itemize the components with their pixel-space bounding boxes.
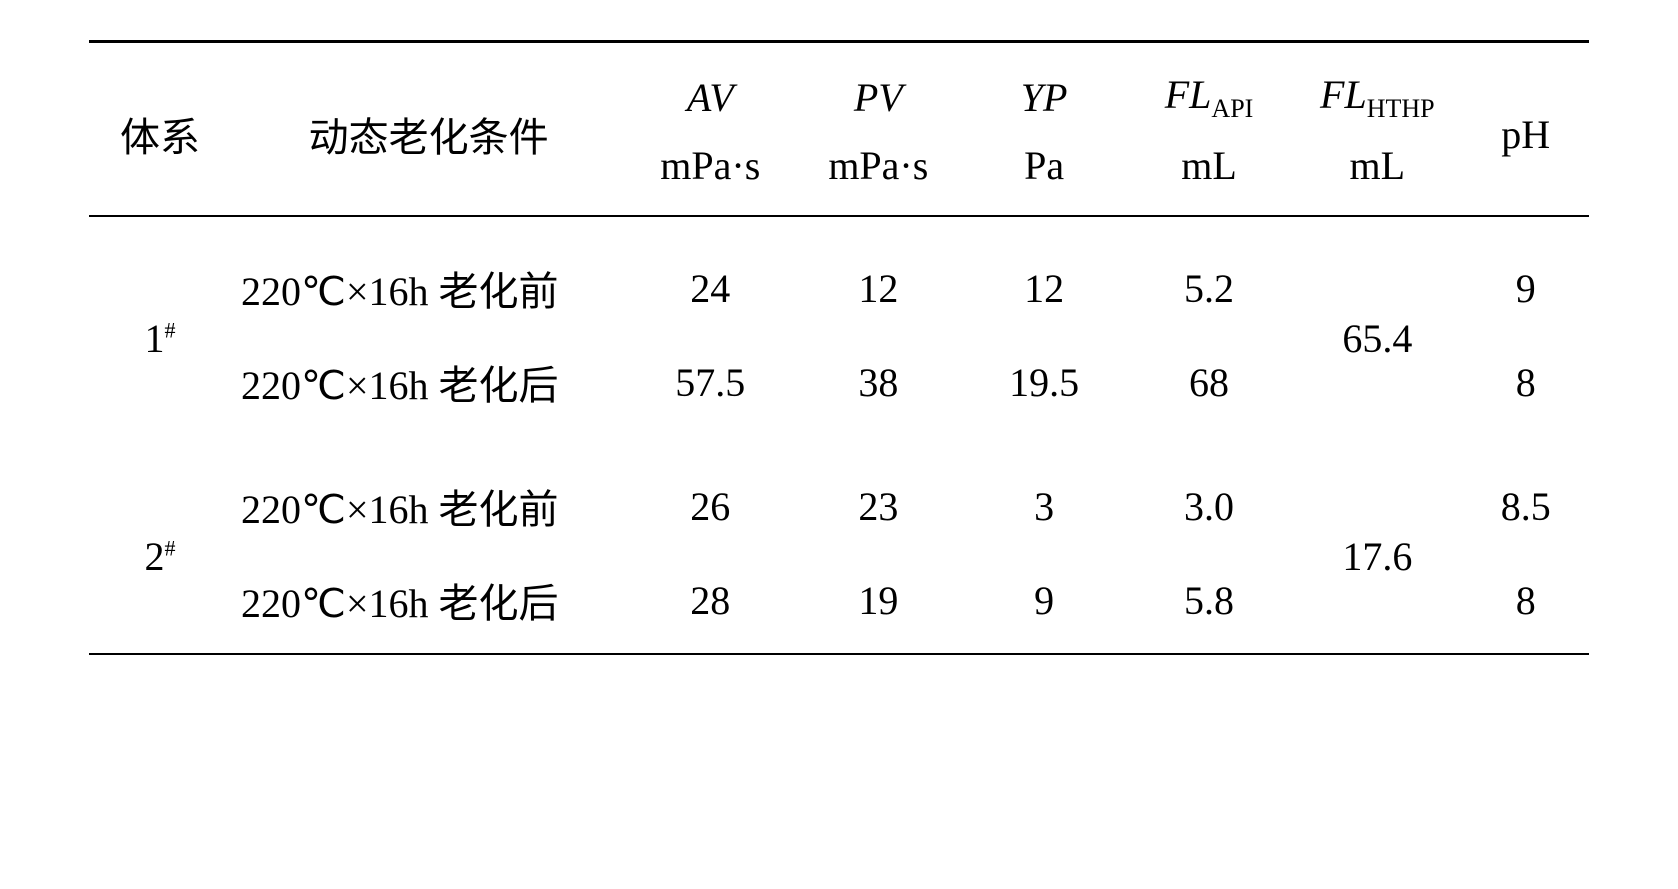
cell-ph: 8.5 bbox=[1462, 435, 1589, 553]
cell-flapi: 3.0 bbox=[1126, 435, 1292, 553]
col-header-system: 体系 bbox=[89, 42, 231, 217]
col-header-condition: 动态老化条件 bbox=[231, 42, 626, 217]
cell-flhthp: 65.4 bbox=[1292, 216, 1462, 435]
cell-condition: 220℃×16h 老化前 bbox=[231, 216, 626, 335]
cell-condition: 220℃×16h 老化前 bbox=[231, 435, 626, 553]
cell-yp: 19.5 bbox=[962, 335, 1126, 435]
cell-ph: 9 bbox=[1462, 216, 1589, 335]
cell-ph: 8 bbox=[1462, 335, 1589, 435]
col-header-flapi-unit: mL bbox=[1126, 142, 1292, 216]
col-header-pv-unit: mPa·s bbox=[794, 142, 962, 216]
cell-av: 24 bbox=[626, 216, 794, 335]
cell-yp: 3 bbox=[962, 435, 1126, 553]
cell-system: 2# bbox=[89, 435, 231, 654]
cell-flhthp: 17.6 bbox=[1292, 435, 1462, 654]
col-header-pv-symbol: PV bbox=[794, 42, 962, 143]
table-row: 1# 220℃×16h 老化前 24 12 12 5.2 65.4 9 bbox=[89, 216, 1589, 335]
col-header-flapi-symbol: FLAPI bbox=[1126, 42, 1292, 143]
cell-av: 28 bbox=[626, 553, 794, 654]
col-header-yp-unit: Pa bbox=[962, 142, 1126, 216]
col-header-flhthp-symbol: FLHTHP bbox=[1292, 42, 1462, 143]
cell-ph: 8 bbox=[1462, 553, 1589, 654]
cell-yp: 12 bbox=[962, 216, 1126, 335]
table-header-row-1: 体系 动态老化条件 AV PV YP FLAPI FLHTHP pH bbox=[89, 42, 1589, 143]
cell-pv: 38 bbox=[794, 335, 962, 435]
col-header-av-symbol: AV bbox=[626, 42, 794, 143]
cell-system: 1# bbox=[89, 216, 231, 435]
table-row: 2# 220℃×16h 老化前 26 23 3 3.0 17.6 8.5 bbox=[89, 435, 1589, 553]
col-header-av-unit: mPa·s bbox=[626, 142, 794, 216]
cell-condition: 220℃×16h 老化后 bbox=[231, 553, 626, 654]
data-table: 体系 动态老化条件 AV PV YP FLAPI FLHTHP pH mPa·s… bbox=[89, 40, 1589, 655]
cell-pv: 19 bbox=[794, 553, 962, 654]
cell-flapi: 5.8 bbox=[1126, 553, 1292, 654]
cell-flapi: 68 bbox=[1126, 335, 1292, 435]
cell-yp: 9 bbox=[962, 553, 1126, 654]
cell-av: 57.5 bbox=[626, 335, 794, 435]
data-table-container: 体系 动态老化条件 AV PV YP FLAPI FLHTHP pH mPa·s… bbox=[89, 40, 1589, 655]
cell-flapi: 5.2 bbox=[1126, 216, 1292, 335]
cell-pv: 23 bbox=[794, 435, 962, 553]
cell-av: 26 bbox=[626, 435, 794, 553]
col-header-ph: pH bbox=[1462, 42, 1589, 217]
col-header-yp-symbol: YP bbox=[962, 42, 1126, 143]
cell-pv: 12 bbox=[794, 216, 962, 335]
col-header-flhthp-unit: mL bbox=[1292, 142, 1462, 216]
cell-condition: 220℃×16h 老化后 bbox=[231, 335, 626, 435]
